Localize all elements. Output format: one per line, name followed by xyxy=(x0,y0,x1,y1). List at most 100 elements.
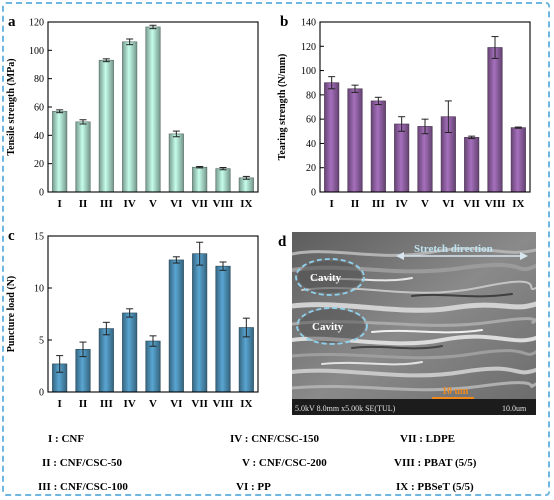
error-bar-c-VI xyxy=(172,256,180,264)
y-tick-label-a-0: 0 xyxy=(39,188,44,199)
y-tick-label-a-5: 100 xyxy=(29,46,44,57)
sample-legend: I : CNF IV : CNF/CSC-150 VII : LDPE II :… xyxy=(0,426,554,500)
x-tick-label-c-VI: VI xyxy=(170,398,182,410)
bar-a-IX xyxy=(238,177,254,193)
x-tick-label-c-II: II xyxy=(79,398,88,410)
bar-c-IV xyxy=(122,312,138,393)
legend-item-1: I : CNF xyxy=(48,433,85,445)
x-tick-label-b-III: III xyxy=(372,198,385,210)
error-bar-c-I xyxy=(56,355,64,373)
error-bar-b-III xyxy=(374,96,382,106)
figure-frame xyxy=(2,2,550,496)
stretch-direction-label: Stretch direction xyxy=(414,243,493,255)
sem-status-right: 10.0um xyxy=(502,404,527,413)
bar-b-IX xyxy=(510,127,526,193)
bar-a-III xyxy=(98,59,114,193)
bar-a-VIII xyxy=(215,168,231,193)
sem-status-bar xyxy=(292,399,536,415)
stretch-direction-arrow xyxy=(396,252,528,260)
legend-item-9: IX : PBSeT (5/5) xyxy=(396,481,474,493)
plot-frame-b xyxy=(319,21,531,193)
bar-a-II xyxy=(75,121,91,193)
x-tick-label-b-VI: VI xyxy=(442,198,454,210)
legend-item-2: II : CNF/CSC-50 xyxy=(42,457,123,469)
x-tick-label-b-IV: IV xyxy=(396,198,408,210)
x-tick-label-c-IV: IV xyxy=(124,398,136,410)
error-bar-b-VI xyxy=(444,100,452,133)
bar-b-VII xyxy=(464,137,480,193)
error-bar-c-IV xyxy=(126,308,134,318)
cavity-label-1: Cavity xyxy=(310,272,342,284)
x-tick-label-b-II: II xyxy=(351,198,360,210)
bar-b-I xyxy=(324,82,340,193)
y-tick-label-a-6: 120 xyxy=(29,18,44,29)
error-bar-a-II xyxy=(79,119,87,125)
bar-b-VIII xyxy=(487,47,503,193)
y-axis-title-b: Tearing strength (N/mm) xyxy=(277,54,288,161)
cavity-label-2: Cavity xyxy=(312,321,344,333)
error-bar-c-II xyxy=(79,341,87,358)
x-tick-label-c-VII: VII xyxy=(191,398,208,410)
error-bar-a-VII xyxy=(196,166,204,169)
scale-bar-label: 10 um xyxy=(442,386,469,397)
error-bar-b-IX xyxy=(514,126,522,129)
error-bar-a-IV xyxy=(126,38,134,46)
panel-a-letter: a xyxy=(8,14,16,30)
y-tick-label-a-1: 20 xyxy=(34,159,44,170)
bar-b-V xyxy=(417,126,433,193)
bar-a-IV xyxy=(122,41,138,193)
x-tick-label-c-VIII: VIII xyxy=(213,398,234,410)
x-tick-label-a-III: III xyxy=(100,198,113,210)
bar-b-IV xyxy=(394,123,410,193)
legend-item-4: IV : CNF/CSC-150 xyxy=(230,433,320,445)
y-tick-label-b-3: 60 xyxy=(306,115,316,126)
error-bar-c-III xyxy=(102,321,110,336)
x-tick-label-a-II: II xyxy=(79,198,88,210)
error-bar-b-IV xyxy=(398,116,406,132)
error-bar-b-VII xyxy=(468,135,476,140)
x-tick-label-a-VI: VI xyxy=(170,198,182,210)
y-tick-label-b-0: 0 xyxy=(311,188,316,199)
plot-frame-c xyxy=(47,235,259,393)
y-tick-label-c-2: 10 xyxy=(34,284,44,295)
cavity-outline-1 xyxy=(295,258,365,296)
y-tick-label-b-4: 80 xyxy=(306,90,316,101)
y-axis-title-a: Tensile strength (MPa) xyxy=(6,58,17,155)
bar-a-I xyxy=(52,110,68,193)
legend-item-8: VIII : PBAT (5/5) xyxy=(394,457,477,469)
error-bar-a-VI xyxy=(172,130,180,138)
x-tick-label-c-V: V xyxy=(149,398,157,410)
x-tick-label-a-I: I xyxy=(58,198,62,210)
bar-b-II xyxy=(347,88,363,193)
x-tick-label-c-IX: IX xyxy=(240,398,252,410)
x-tick-label-b-IX: IX xyxy=(512,198,524,210)
x-tick-label-a-VIII: VIII xyxy=(213,198,234,210)
error-bar-c-VIII xyxy=(219,261,227,271)
x-tick-label-a-V: V xyxy=(149,198,157,210)
x-tick-label-a-IV: IV xyxy=(124,198,136,210)
bar-c-VI xyxy=(168,259,184,393)
error-bar-c-VII xyxy=(196,241,204,266)
y-tick-label-a-3: 60 xyxy=(34,103,44,114)
legend-item-7: VII : LDPE xyxy=(400,433,456,445)
error-bar-b-VIII xyxy=(491,36,499,59)
bar-b-III xyxy=(370,100,386,193)
x-tick-label-b-V: V xyxy=(421,198,429,210)
y-tick-label-c-3: 15 xyxy=(34,232,44,243)
x-tick-label-b-VII: VII xyxy=(463,198,480,210)
bar-c-III xyxy=(98,328,114,393)
cavity-region-2 xyxy=(299,309,365,343)
bar-c-VII xyxy=(192,253,208,393)
error-bar-a-VIII xyxy=(219,166,227,171)
error-bar-b-II xyxy=(351,84,359,93)
y-tick-label-b-7: 140 xyxy=(301,18,316,29)
y-tick-label-b-6: 120 xyxy=(301,42,316,53)
y-tick-label-c-0: 0 xyxy=(39,388,44,399)
y-tick-label-b-2: 40 xyxy=(306,139,316,150)
cavity-region-1 xyxy=(298,261,362,293)
error-bar-b-V xyxy=(421,118,429,135)
x-tick-label-c-III: III xyxy=(100,398,113,410)
bar-a-V xyxy=(145,26,161,193)
